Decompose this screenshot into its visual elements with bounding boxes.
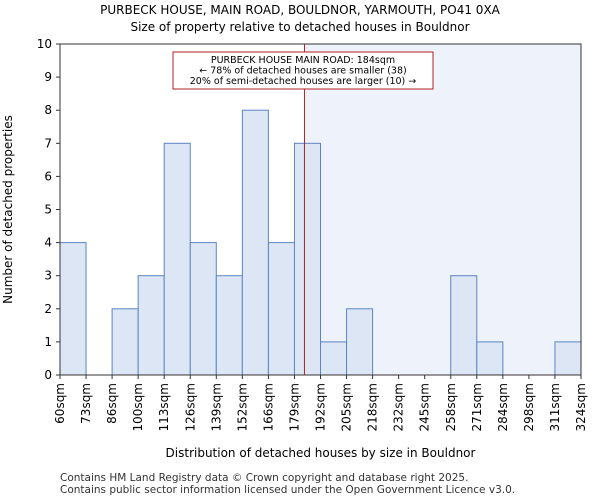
bar-205sqm [346,308,374,376]
bar-166sqm [267,242,295,376]
x-tick-label-258sqm: 258sqm [444,383,458,431]
bar-271sqm [476,341,504,376]
x-tick-label-218sqm: 218sqm [366,383,380,431]
y-tick-label-6: 6 [44,169,52,183]
x-tick-label-205sqm: 205sqm [340,383,354,431]
y-tick-label-10: 10 [37,37,52,51]
x-tick-label-113sqm: 113sqm [157,383,171,431]
y-tick-label-7: 7 [44,136,52,150]
annotation-line-3: 20% of semi-detached houses are larger (… [190,76,417,87]
highlight-region [304,44,581,375]
y-tick-label-3: 3 [44,269,52,283]
x-tick-label-192sqm: 192sqm [314,383,328,431]
x-tick-label-166sqm: 166sqm [261,383,275,431]
x-tick-label-232sqm: 232sqm [392,383,406,431]
x-tick-label-152sqm: 152sqm [235,383,249,431]
y-tick-label-1: 1 [44,335,52,349]
bar-258sqm [450,275,478,376]
x-tick-label-311sqm: 311sqm [548,383,562,431]
bar-139sqm [215,275,243,376]
chart-title: PURBECK HOUSE, MAIN ROAD, BOULDNOR, YARM… [100,3,500,17]
x-tick-label-179sqm: 179sqm [287,383,301,431]
bar-126sqm [189,242,217,376]
chart-subtitle: Size of property relative to detached ho… [130,20,470,34]
bar-60sqm [59,242,87,376]
bar-179sqm [293,142,322,376]
x-tick-label-73sqm: 73sqm [79,383,93,424]
annotation-line-2: ← 78% of detached houses are smaller (38… [199,66,406,77]
annotation-line-1: PURBECK HOUSE MAIN ROAD: 184sqm [211,55,395,66]
x-tick-label-284sqm: 284sqm [496,383,510,431]
x-tick-label-86sqm: 86sqm [105,383,119,424]
footer-line-1: Contains HM Land Registry data © Crown c… [60,472,469,484]
x-tick-label-100sqm: 100sqm [131,383,145,431]
x-tick-label-245sqm: 245sqm [418,383,432,431]
x-axis-label: Distribution of detached houses by size … [166,446,476,460]
x-tick-label-324sqm: 324sqm [574,383,588,431]
y-tick-label-5: 5 [44,203,52,217]
y-tick-label-4: 4 [44,236,52,250]
annotation-box [172,51,434,90]
y-tick-label-9: 9 [44,70,52,84]
bar-113sqm [163,142,191,376]
x-tick-label-271sqm: 271sqm [470,383,484,431]
bar-100sqm [137,275,165,376]
bar-311sqm [554,341,582,376]
footer-line-2: Contains public sector information licen… [60,484,516,496]
y-tick-label-2: 2 [44,302,52,316]
bar-86sqm [111,308,139,376]
bar-192sqm [320,341,348,376]
y-axis-label: Number of detached properties [1,115,15,304]
x-tick-label-139sqm: 139sqm [209,383,223,431]
y-tick-label-8: 8 [44,103,52,117]
histogram-chart: 0 1 2 3 4 5 6 7 8 9 10 60sqm 73sqm 86sqm 100sqm 113sqm 1… [1,37,588,460]
x-tick-label-298sqm: 298sqm [522,383,536,431]
bar-152sqm [241,109,269,376]
y-tick-label-0: 0 [44,368,52,382]
x-tick-label-60sqm: 60sqm [53,383,67,424]
x-tick-label-126sqm: 126sqm [183,383,197,431]
